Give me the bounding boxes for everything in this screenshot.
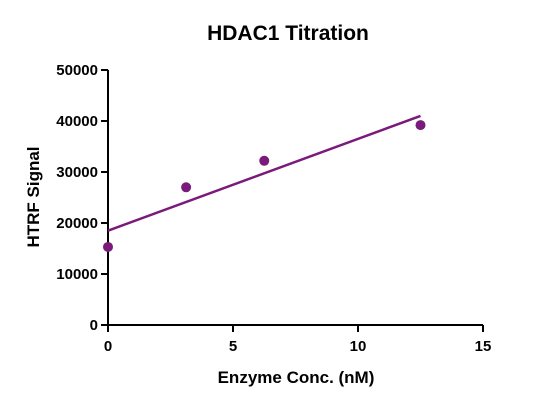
chart-title: HDAC1 Titration [207,22,369,45]
x-tick-label: 10 [350,338,367,355]
y-axis-label: HTRF Signal [24,146,43,247]
data-point [415,120,426,131]
data-point [259,155,270,166]
fit-line [107,114,421,232]
y-tick-label: 50000 [56,62,98,79]
y-tick-label: 40000 [56,113,98,130]
y-tick-label: 30000 [56,164,98,181]
x-tick-label: 0 [104,338,112,355]
y-tick-label: 0 [90,317,98,334]
x-axis-label: Enzyme Conc. (nM) [218,368,375,387]
y-tick-label: 20000 [56,215,98,232]
data-points [103,120,426,252]
data-point [103,241,113,252]
plot-area: 0 5 10 15 0 10000 20000 30000 40000 50000 [56,62,491,355]
x-ticks: 0 5 10 15 [104,325,492,355]
x-tick-label: 15 [475,338,492,355]
data-point [181,182,192,193]
y-ticks: 0 10000 20000 30000 40000 50000 [56,62,108,334]
x-tick-label: 5 [229,338,237,355]
y-tick-label: 10000 [56,266,98,283]
